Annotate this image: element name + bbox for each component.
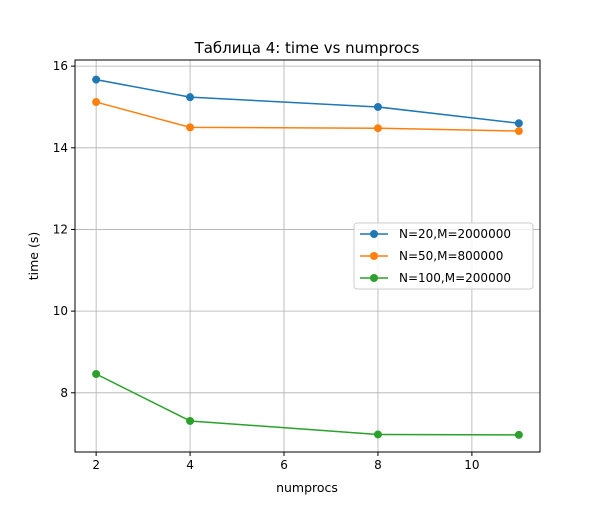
legend-marker <box>370 230 378 238</box>
data-point <box>186 93 195 102</box>
grid <box>75 60 540 452</box>
data-point <box>373 102 382 111</box>
legend-label: N=100,M=200000 <box>399 271 511 285</box>
x-axis-ticks: 2 4 6 8 10 <box>92 452 480 472</box>
legend-label: N=20,M=2000000 <box>399 227 511 241</box>
legend-box <box>353 222 534 290</box>
data-point <box>514 127 523 136</box>
y-tick-label: 16 <box>53 59 68 73</box>
y-tick-label: 8 <box>60 386 68 400</box>
legend-marker <box>370 274 378 282</box>
x-tick-label: 6 <box>280 458 288 472</box>
series-1 <box>92 75 523 128</box>
legend-item: N=50,M=800000 <box>360 249 503 263</box>
series-3 <box>92 370 523 439</box>
series-line <box>95 101 519 132</box>
series-line <box>95 78 519 125</box>
x-tick-label: 4 <box>186 458 194 472</box>
data-point <box>186 416 195 425</box>
legend-item: N=20,M=2000000 <box>360 227 511 241</box>
x-tick-label: 2 <box>92 458 100 472</box>
series-layer <box>92 75 523 439</box>
data-point <box>514 119 523 128</box>
legend: N=20,M=2000000 N=50,M=800000 N=100,M=20000… <box>353 222 534 290</box>
y-axis-ticks: 8 10 12 14 16 <box>53 59 75 400</box>
x-axis-label: numprocs <box>276 480 338 495</box>
data-point <box>92 98 101 107</box>
x-tick-label: 10 <box>464 458 479 472</box>
x-tick-label: 8 <box>374 458 382 472</box>
plot-frame <box>74 59 541 453</box>
data-point <box>186 123 195 132</box>
y-tick-label: 10 <box>53 304 68 318</box>
data-point <box>373 124 382 133</box>
series-2 <box>92 98 523 136</box>
data-point <box>514 430 523 439</box>
y-axis-label: time (s) <box>26 232 41 280</box>
series-line <box>95 373 519 436</box>
legend-marker <box>370 252 378 260</box>
legend-item: N=100,M=200000 <box>360 271 511 285</box>
data-point <box>92 370 101 379</box>
legend-label: N=50,M=800000 <box>399 249 503 263</box>
y-tick-label: 12 <box>53 222 68 236</box>
y-tick-label: 14 <box>53 141 68 155</box>
chart-title: Таблица 4: time vs numprocs <box>194 39 420 57</box>
data-point <box>373 430 382 439</box>
data-point <box>92 75 101 84</box>
